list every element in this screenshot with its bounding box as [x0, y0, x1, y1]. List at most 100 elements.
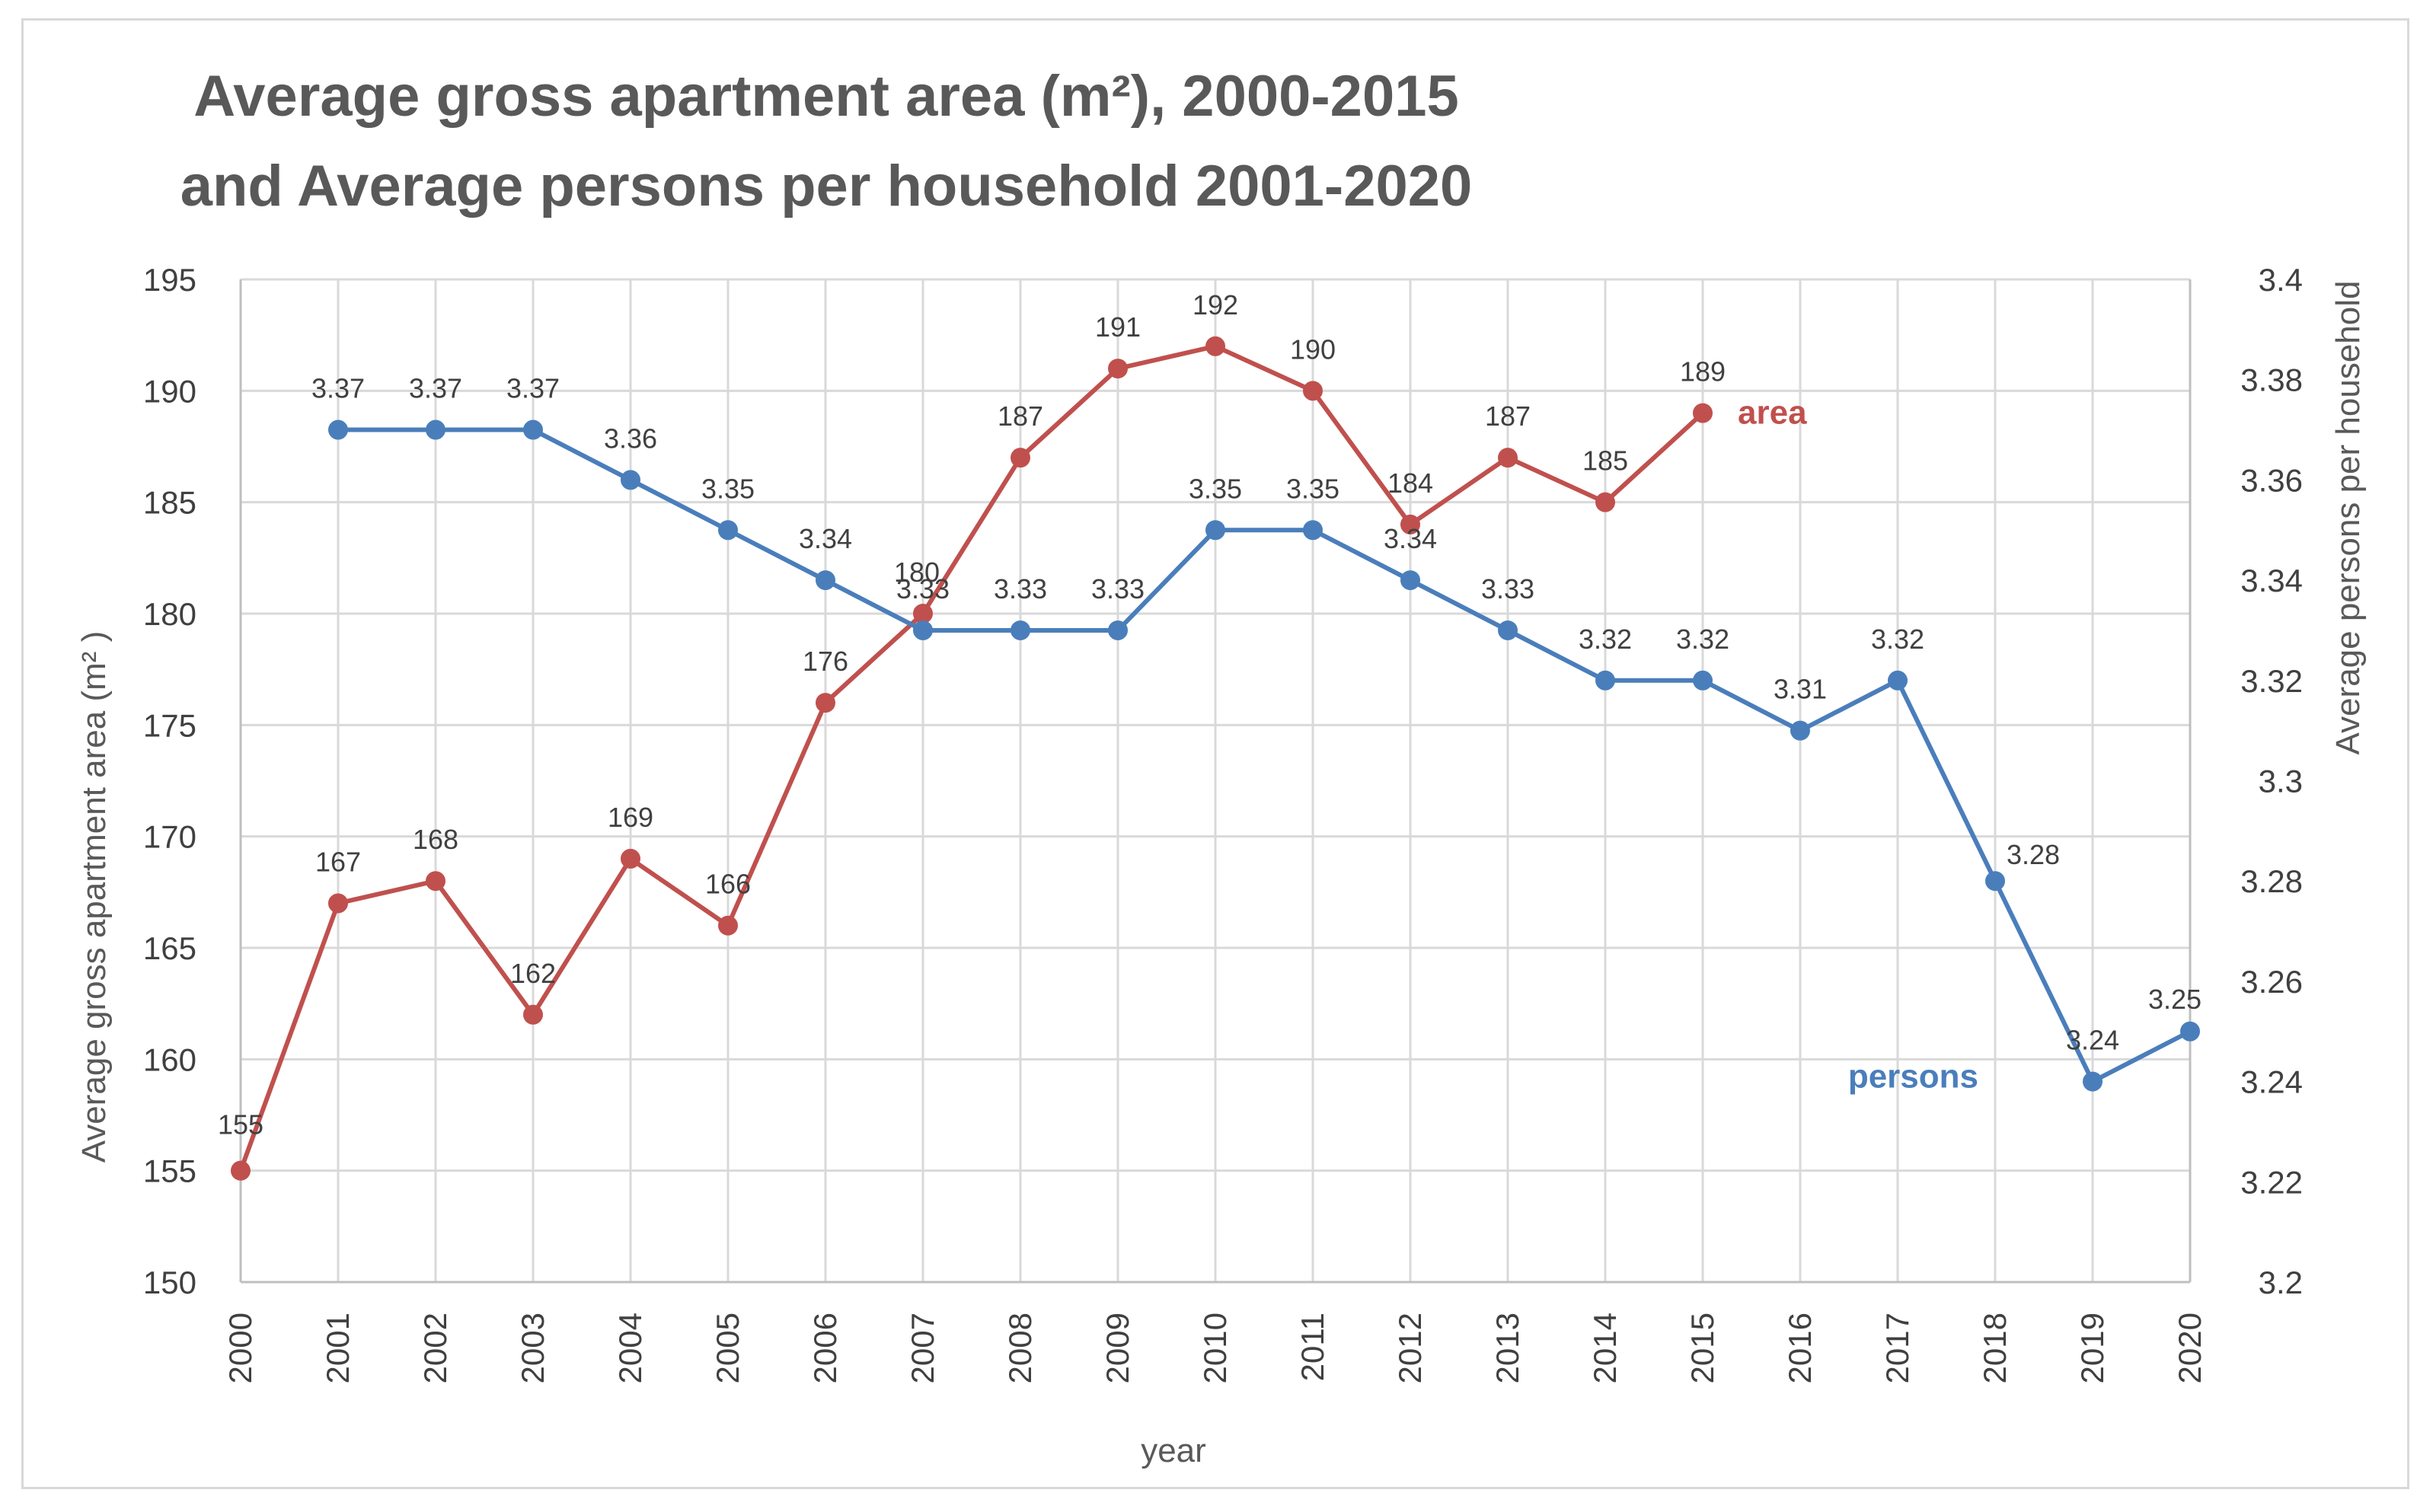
series-persons-data-label: 3.31 — [1774, 674, 1827, 705]
series-persons-point — [2083, 1071, 2103, 1092]
series-area-data-label: 166 — [705, 869, 751, 900]
y-right-tick-label: 3.28 — [2240, 863, 2303, 899]
series-area-data-label: 180 — [894, 557, 940, 588]
series-area-data-label: 187 — [998, 400, 1043, 432]
y-axis-right-label: Average persons per household — [2329, 281, 2367, 755]
series-area-point — [621, 848, 640, 869]
series-persons-data-label: 3.37 — [506, 373, 560, 404]
y-right-tick-label: 3.3 — [2259, 764, 2303, 799]
x-tick-label: 2013 — [1489, 1313, 1525, 1383]
series-persons-point — [718, 520, 738, 541]
series-area-name-label: area — [1738, 394, 1807, 432]
chart-title-line1: Average gross apartment area (m²), 2000-… — [193, 64, 1459, 129]
y-left-tick-label: 165 — [143, 930, 196, 966]
series-persons-line — [338, 427, 2192, 1084]
series-area-point — [1400, 514, 1420, 534]
series-persons-point — [1498, 620, 1518, 640]
x-tick-label: 2010 — [1197, 1313, 1233, 1383]
chart-title-line2: and Average persons per household 2001-2… — [180, 154, 1473, 219]
series-persons-data-label: 3.35 — [701, 473, 755, 504]
y-left-tick-label: 150 — [143, 1265, 196, 1300]
x-tick-label: 2002 — [417, 1313, 453, 1383]
series-area-point — [1693, 403, 1713, 423]
series-layer: 155 167 168 162 169 166 176 180 187 191 192 190 184 1… — [218, 289, 2202, 1181]
series-persons-point — [426, 419, 445, 440]
series-area-point — [913, 604, 933, 624]
series-persons-data-label: 3.36 — [604, 423, 657, 454]
series-area-point — [1498, 448, 1518, 468]
series-area-point — [426, 871, 445, 892]
y-left-tick-label: 155 — [143, 1153, 196, 1189]
series-area-line — [238, 343, 1705, 1172]
series-area: 155 167 168 162 169 166 176 180 187 191 192 190 184 1… — [218, 289, 1807, 1181]
series-persons-data-label: 3.32 — [1871, 624, 1924, 655]
series-persons-point — [523, 419, 543, 440]
series-area-point — [1011, 448, 1030, 468]
series-area-point — [718, 915, 738, 936]
y-left-tick-label: 190 — [143, 373, 196, 409]
y-right-tick-label: 3.26 — [2240, 964, 2303, 1000]
left-axis-ticks: 150 155 160 165 170 175 180 185 190 195 — [143, 262, 196, 1300]
y-right-tick-label: 3.22 — [2240, 1164, 2303, 1200]
y-right-tick-label: 3.24 — [2240, 1064, 2303, 1100]
series-area-data-label: 185 — [1582, 445, 1628, 477]
x-tick-label: 2018 — [1977, 1313, 2013, 1383]
series-persons-point — [1888, 670, 1908, 691]
series-persons-data-label: 3.35 — [1189, 473, 1242, 504]
series-area-data-label: 155 — [218, 1109, 263, 1140]
series-persons-data-label: 3.33 — [1481, 573, 1534, 604]
x-tick-label: 2007 — [905, 1313, 940, 1383]
x-tick-label: 2008 — [1002, 1313, 1038, 1383]
x-tick-label: 2015 — [1684, 1313, 1720, 1383]
series-persons-data-label: 3.32 — [1579, 624, 1632, 655]
y-left-tick-label: 180 — [143, 596, 196, 632]
x-tick-label: 2011 — [1295, 1313, 1330, 1381]
series-persons-point — [1011, 620, 1030, 640]
series-persons-point — [1985, 871, 2005, 892]
series-area-data-label: 189 — [1680, 356, 1726, 388]
y-left-tick-label: 175 — [143, 707, 196, 743]
series-persons-data-label: 3.35 — [1286, 473, 1339, 504]
series-area-point — [231, 1160, 251, 1181]
series-area-data-label: 187 — [1485, 400, 1531, 432]
axes — [239, 279, 2192, 1284]
x-tick-label: 2003 — [515, 1313, 551, 1383]
y-right-tick-label: 3.2 — [2259, 1265, 2303, 1300]
series-persons-name-label: persons — [1848, 1058, 1978, 1096]
series-persons-point — [328, 419, 348, 440]
series-persons-point — [1595, 670, 1615, 691]
series-persons-point — [1790, 720, 1810, 741]
y-right-tick-label: 3.38 — [2240, 362, 2303, 398]
series-area-point — [328, 893, 348, 914]
y-left-tick-label: 160 — [143, 1041, 196, 1077]
y-right-tick-label: 3.36 — [2240, 462, 2303, 498]
series-area-data-label: 176 — [803, 646, 848, 677]
series-persons-data-label: 3.37 — [409, 373, 462, 404]
series-persons-data-label: 3.24 — [2066, 1025, 2119, 1056]
series-persons-data-label: 3.37 — [311, 373, 365, 404]
x-tick-label: 2019 — [2074, 1313, 2110, 1383]
y-left-tick-label: 185 — [143, 485, 196, 521]
series-area-point — [1108, 359, 1128, 379]
series-persons-point — [1400, 570, 1420, 591]
x-tick-label: 2016 — [1782, 1313, 1818, 1383]
y-right-tick-label: 3.32 — [2240, 663, 2303, 699]
x-tick-label: 2009 — [1100, 1313, 1135, 1383]
series-persons-point — [816, 570, 835, 591]
series-persons-point — [1693, 670, 1713, 691]
series-area-data-label: 168 — [413, 824, 458, 855]
x-tick-label: 2012 — [1392, 1313, 1428, 1383]
series-persons-data-label: 3.33 — [1091, 573, 1145, 604]
series-area-point — [816, 693, 835, 713]
series-persons-point — [913, 620, 933, 640]
series-persons-data-label: 3.28 — [2007, 839, 2060, 870]
y-left-tick-label: 170 — [143, 819, 196, 855]
x-tick-label: 2005 — [710, 1313, 746, 1383]
x-tick-label: 2000 — [222, 1313, 258, 1383]
right-axis-ticks: 3.2 3.22 3.24 3.26 3.28 3.3 3.32 3.34 3.36 3.38 3.… — [2240, 262, 2303, 1300]
series-persons-data-label: 3.33 — [994, 573, 1047, 604]
series-area-point — [1205, 336, 1225, 356]
series-persons-point — [621, 470, 640, 490]
x-tick-label: 2006 — [807, 1313, 843, 1383]
